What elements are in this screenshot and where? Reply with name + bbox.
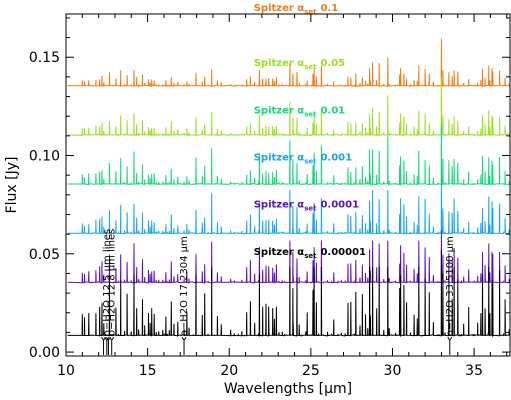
annotation-arrow (183, 336, 187, 341)
x-tick-label: 25 (302, 363, 320, 379)
line-annotation: o−H2O 12.5 μm lines (101, 229, 113, 355)
annotation-arrow (449, 336, 453, 341)
y-tick-label: 0.10 (29, 149, 60, 165)
annotation-arrow (181, 336, 185, 341)
plot-frame (65, 13, 511, 357)
series-label: Spitzer αset 0.0001 (254, 200, 359, 213)
annotation-text: o−H2O 12.5 μm lines (102, 229, 113, 336)
line-annotation: o−H2O 33.5100 μm (445, 236, 456, 355)
line-annotation: p−H2O 12.8 μm lines (106, 229, 118, 355)
x-axis-title: Wavelengths [μm] (224, 381, 352, 397)
x-tick-label: 10 (57, 363, 75, 379)
annotation-arrow (104, 336, 108, 341)
x-tick-label: 35 (465, 363, 483, 379)
annotation-arrow (111, 336, 115, 341)
spectrum-line (67, 124, 510, 187)
series-label: Spitzer αset 0.1 (254, 3, 338, 16)
annotation-arrow (447, 336, 451, 341)
spectrum-line (67, 77, 510, 137)
spectrum-line (67, 38, 510, 88)
spectrum-line (67, 179, 510, 235)
series-label: Spitzer αset 0.00001 (254, 247, 366, 260)
y-tick-label: 0.05 (29, 247, 60, 263)
line-annotation: o−H2O 17.2304 μm (179, 236, 190, 355)
y-axis-title: Flux [Jy] (4, 157, 20, 214)
x-tick-label: 20 (220, 363, 238, 379)
annotation-text: p−H2O 12.8 μm lines (107, 229, 118, 337)
series-label: Spitzer αset 0.01 (254, 105, 345, 118)
series-label-layer: Spitzer αset 0.1 Spitzer αset 0.05 Spitzer α… (254, 3, 366, 260)
axis-layer: 10 15 20 25 30 35 0.00 0.05 0.10 0.15 (29, 14, 510, 379)
spectrum-line (67, 249, 510, 338)
annotation-arrow (109, 336, 113, 341)
x-tick-label: 30 (384, 363, 402, 379)
annotation-text: o−H2O 17.2304 μm (179, 236, 190, 336)
series-layer (67, 38, 510, 338)
spectrum-line (67, 230, 510, 284)
series-label: Spitzer αset 0.05 (254, 58, 345, 71)
annotation-arrow (101, 336, 104, 341)
series-label: Spitzer αset 0.001 (254, 152, 352, 165)
annotation-text: o−H2O 33.5100 μm (445, 236, 456, 336)
annotation-arrow (106, 336, 109, 341)
x-tick-label: 15 (139, 363, 157, 379)
y-tick-label: 0.00 (29, 345, 60, 361)
y-tick-label: 0.15 (29, 50, 60, 66)
